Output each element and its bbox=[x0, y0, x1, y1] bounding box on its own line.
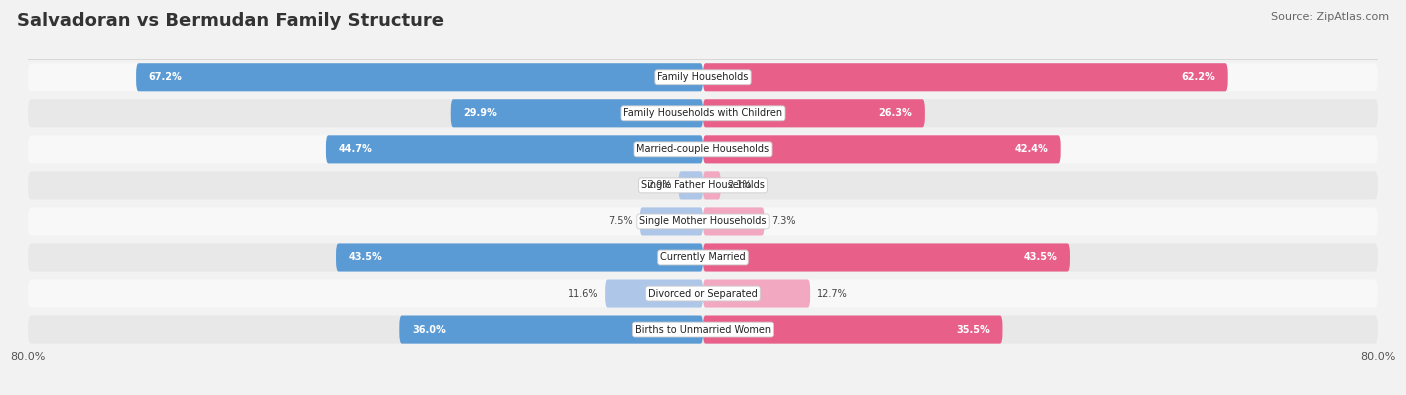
Text: 67.2%: 67.2% bbox=[149, 72, 183, 82]
FancyBboxPatch shape bbox=[28, 171, 1378, 199]
Text: 11.6%: 11.6% bbox=[568, 288, 599, 299]
Text: 43.5%: 43.5% bbox=[349, 252, 382, 263]
FancyBboxPatch shape bbox=[28, 99, 1378, 127]
Text: 2.1%: 2.1% bbox=[727, 181, 752, 190]
FancyBboxPatch shape bbox=[28, 316, 1378, 344]
FancyBboxPatch shape bbox=[28, 280, 1378, 308]
FancyBboxPatch shape bbox=[326, 135, 703, 164]
Text: 43.5%: 43.5% bbox=[1024, 252, 1057, 263]
FancyBboxPatch shape bbox=[28, 207, 1378, 235]
Text: Single Father Households: Single Father Households bbox=[641, 181, 765, 190]
Text: Single Mother Households: Single Mother Households bbox=[640, 216, 766, 226]
Text: Births to Unmarried Women: Births to Unmarried Women bbox=[636, 325, 770, 335]
Text: 12.7%: 12.7% bbox=[817, 288, 848, 299]
Text: 29.9%: 29.9% bbox=[464, 108, 498, 118]
FancyBboxPatch shape bbox=[703, 207, 765, 235]
Text: 36.0%: 36.0% bbox=[412, 325, 446, 335]
Text: 2.9%: 2.9% bbox=[647, 181, 672, 190]
Text: 35.5%: 35.5% bbox=[956, 325, 990, 335]
Text: Currently Married: Currently Married bbox=[661, 252, 745, 263]
FancyBboxPatch shape bbox=[703, 99, 925, 127]
FancyBboxPatch shape bbox=[679, 171, 703, 199]
FancyBboxPatch shape bbox=[451, 99, 703, 127]
FancyBboxPatch shape bbox=[703, 280, 810, 308]
FancyBboxPatch shape bbox=[703, 63, 1227, 91]
Text: 44.7%: 44.7% bbox=[339, 144, 373, 154]
Text: Salvadoran vs Bermudan Family Structure: Salvadoran vs Bermudan Family Structure bbox=[17, 12, 444, 30]
FancyBboxPatch shape bbox=[605, 280, 703, 308]
FancyBboxPatch shape bbox=[703, 316, 1002, 344]
FancyBboxPatch shape bbox=[703, 171, 721, 199]
Text: 7.5%: 7.5% bbox=[609, 216, 633, 226]
FancyBboxPatch shape bbox=[28, 135, 1378, 164]
FancyBboxPatch shape bbox=[28, 243, 1378, 271]
FancyBboxPatch shape bbox=[28, 63, 1378, 91]
Text: Family Households with Children: Family Households with Children bbox=[623, 108, 783, 118]
FancyBboxPatch shape bbox=[136, 63, 703, 91]
FancyBboxPatch shape bbox=[640, 207, 703, 235]
Text: 7.3%: 7.3% bbox=[772, 216, 796, 226]
Text: Source: ZipAtlas.com: Source: ZipAtlas.com bbox=[1271, 12, 1389, 22]
Text: Family Households: Family Households bbox=[658, 72, 748, 82]
Text: 42.4%: 42.4% bbox=[1014, 144, 1047, 154]
Text: Divorced or Separated: Divorced or Separated bbox=[648, 288, 758, 299]
Text: 26.3%: 26.3% bbox=[879, 108, 912, 118]
Text: Married-couple Households: Married-couple Households bbox=[637, 144, 769, 154]
FancyBboxPatch shape bbox=[703, 135, 1060, 164]
Text: 62.2%: 62.2% bbox=[1181, 72, 1215, 82]
FancyBboxPatch shape bbox=[336, 243, 703, 271]
FancyBboxPatch shape bbox=[399, 316, 703, 344]
FancyBboxPatch shape bbox=[703, 243, 1070, 271]
